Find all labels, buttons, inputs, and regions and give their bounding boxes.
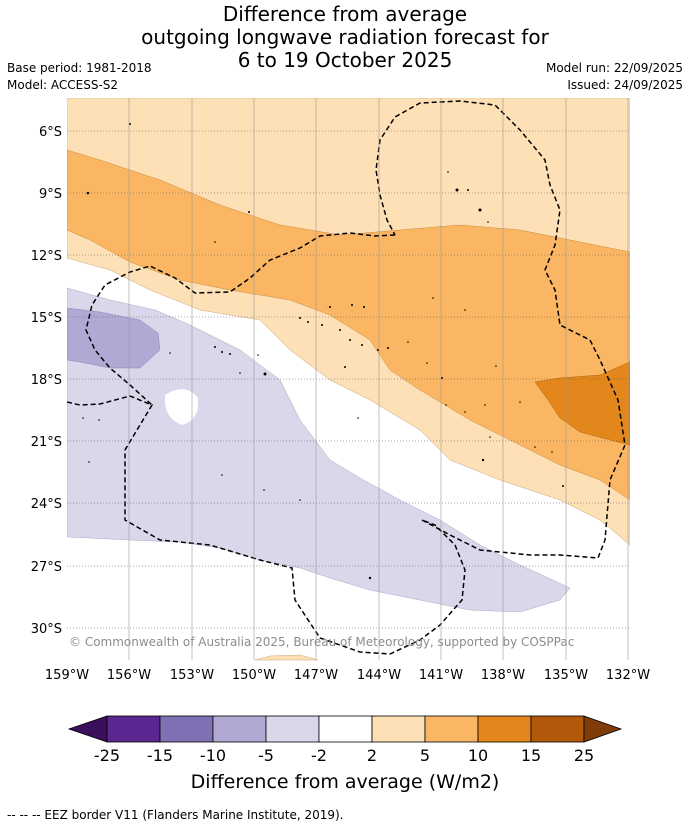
colorbar-tick: 10 (468, 746, 488, 765)
contour-minus5-to-minus2 (67, 287, 571, 613)
colorbar-swatch (318, 715, 373, 743)
lat-label: 18°S (31, 373, 62, 388)
colorbar-swatch (371, 715, 426, 743)
lat-label: 30°S (31, 622, 62, 637)
lon-label: 147°W (294, 668, 338, 683)
colorbar (67, 715, 623, 743)
lon-label: 153°W (170, 668, 214, 683)
eez-borders (67, 100, 626, 655)
colorbar-swatch (212, 715, 267, 743)
lat-label: 24°S (31, 497, 62, 512)
lat-label: 12°S (31, 249, 62, 264)
lon-label: 132°W (606, 668, 650, 683)
colorbar-tick: 15 (521, 746, 541, 765)
colorbar-extend-high (583, 715, 623, 743)
colorbar-tick: 25 (574, 746, 594, 765)
contour-10-to-15 (534, 361, 630, 446)
copyright-text: © Commonwealth of Australia 2025, Bureau… (69, 635, 574, 649)
eez-footnote: -- -- -- EEZ border V11 (Flanders Marine… (7, 808, 344, 822)
anomaly-field (67, 98, 630, 660)
lat-label: 9°S (39, 187, 62, 202)
lon-label: 156°W (107, 668, 151, 683)
colorbar-swatch (159, 715, 214, 743)
colorbar-tick: -5 (258, 746, 274, 765)
islands (82, 123, 564, 580)
colorbar-tick: -10 (200, 746, 226, 765)
colorbar-swatch (530, 715, 585, 743)
title-line-2: outgoing longwave radiation forecast for (141, 25, 549, 49)
bottom-patch (254, 654, 319, 661)
base-period: Base period: 1981-2018 (7, 61, 152, 75)
title-line-1: Difference from average (222, 2, 468, 26)
map-figure: © Commonwealth of Australia 2025, Bureau… (31, 98, 650, 793)
issued-date: Issued: 24/09/2025 (567, 78, 683, 92)
contour-minus10-to-minus5 (67, 307, 161, 369)
lon-label: 144°W (357, 668, 401, 683)
colorbar-extend-low (67, 715, 108, 743)
model-run: Model run: 22/09/2025 (545, 61, 683, 75)
meridians (128, 98, 629, 660)
lat-label: 27°S (31, 560, 62, 575)
colorbar-title: Difference from average (W/m2) (191, 771, 500, 793)
colorbar-swatch (424, 715, 479, 743)
lon-label: 159°W (45, 668, 89, 683)
colorbar-tick: -2 (311, 746, 327, 765)
contour-5-to-10 (67, 149, 630, 501)
lat-label: 21°S (31, 435, 62, 450)
colorbar-tick: -25 (94, 746, 120, 765)
lon-label: 135°W (544, 668, 588, 683)
title-line-3: 6 to 19 October 2025 (237, 48, 453, 72)
lon-label: 141°W (419, 668, 463, 683)
colorbar-swatch (477, 715, 532, 743)
lat-label: 15°S (31, 311, 62, 326)
colorbar-tick: -15 (147, 746, 173, 765)
colorbar-swatch (265, 715, 320, 743)
model-name: Model: ACCESS-S2 (7, 78, 119, 92)
colorbar-tick: 2 (367, 746, 377, 765)
colorbar-tick: 5 (420, 746, 430, 765)
lat-label: 6°S (39, 125, 62, 140)
lon-label: 138°W (481, 668, 525, 683)
colorbar-swatch (106, 715, 161, 743)
lon-label: 150°W (232, 668, 276, 683)
gridlines (67, 130, 630, 629)
